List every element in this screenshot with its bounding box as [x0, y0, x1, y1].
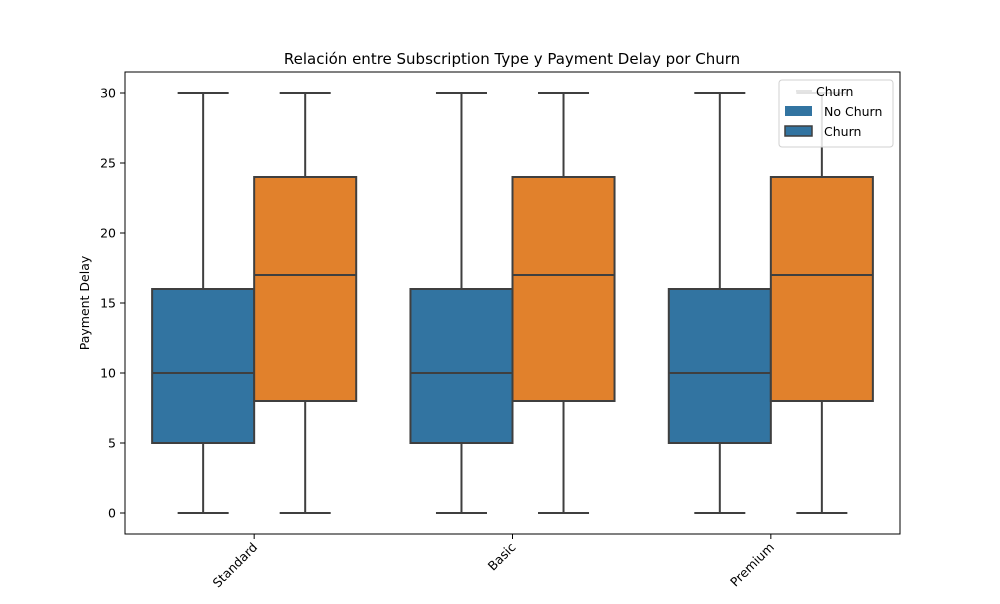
box-no-churn	[151, 288, 256, 444]
box-churn	[769, 176, 874, 402]
y-axis-label: Payment Delay	[77, 255, 92, 350]
legend-label-churn: Churn	[824, 124, 861, 139]
y-tick-label: 25	[100, 156, 116, 171]
y-tick-label: 15	[100, 296, 116, 311]
legend: Churn No Churn Churn	[778, 79, 894, 148]
box-churn	[511, 176, 616, 402]
y-tick-label: 10	[100, 366, 116, 381]
box-churn	[253, 176, 358, 402]
y-tick-label: 5	[108, 436, 116, 451]
legend-swatch-churn	[784, 125, 813, 137]
x-tick-label: Basic	[485, 539, 519, 573]
chart-title: Relación entre Subscription Type y Payme…	[284, 50, 740, 68]
y-tick-label: 0	[108, 506, 116, 521]
legend-label-no-churn: No Churn	[824, 104, 882, 119]
legend-title: Churn	[816, 84, 853, 99]
plot-area: 0 5 10 15 20 25 30 Standard Basic Premium	[100, 71, 901, 591]
x-tick-label: Standard	[209, 540, 260, 591]
axes-frame	[124, 71, 901, 535]
x-tick-label: Premium	[727, 540, 777, 590]
box-no-churn	[409, 288, 514, 444]
box-no-churn	[667, 288, 772, 444]
y-tick-label: 20	[100, 226, 116, 241]
y-tick-label: 30	[100, 86, 116, 101]
legend-swatch-no-churn	[785, 106, 812, 116]
